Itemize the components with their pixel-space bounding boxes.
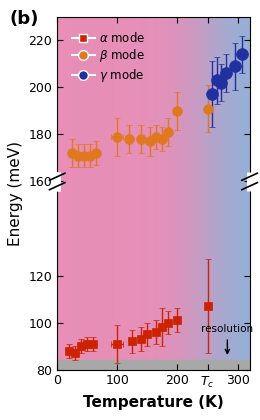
Text: (b): (b) bbox=[9, 10, 38, 28]
Y-axis label: Energy (meV): Energy (meV) bbox=[8, 141, 23, 246]
Legend: $\alpha$ mode, $\beta$ mode, $\gamma$ mode: $\alpha$ mode, $\beta$ mode, $\gamma$ mo… bbox=[67, 26, 150, 88]
X-axis label: Temperature (K): Temperature (K) bbox=[83, 395, 224, 410]
Bar bbox=[57, 360, 250, 370]
Text: resolution: resolution bbox=[201, 324, 254, 354]
